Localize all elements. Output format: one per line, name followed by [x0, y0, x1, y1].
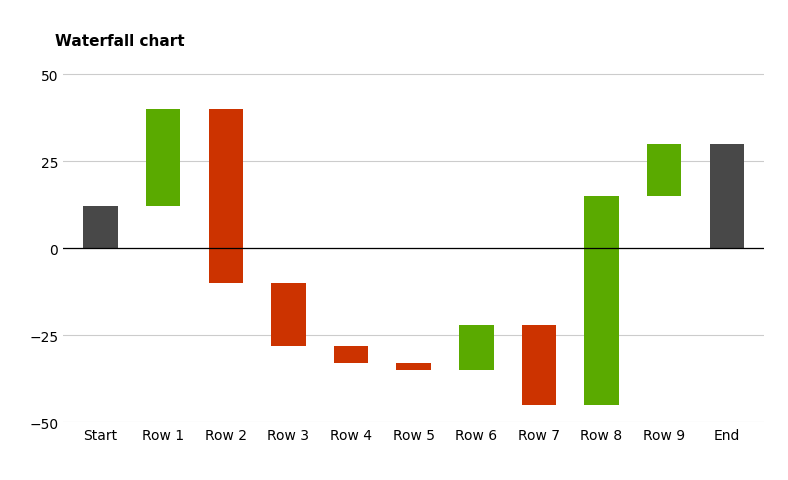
Bar [522, 325, 556, 405]
Bar [334, 346, 368, 363]
Bar [84, 207, 118, 249]
Bar [459, 325, 493, 370]
Text: Waterfall chart: Waterfall chart [55, 34, 184, 48]
Bar [146, 110, 180, 207]
Bar [647, 144, 682, 197]
Bar [709, 144, 744, 249]
Bar [396, 363, 431, 370]
Bar [271, 283, 306, 346]
Bar [209, 110, 243, 283]
Bar [585, 197, 619, 405]
